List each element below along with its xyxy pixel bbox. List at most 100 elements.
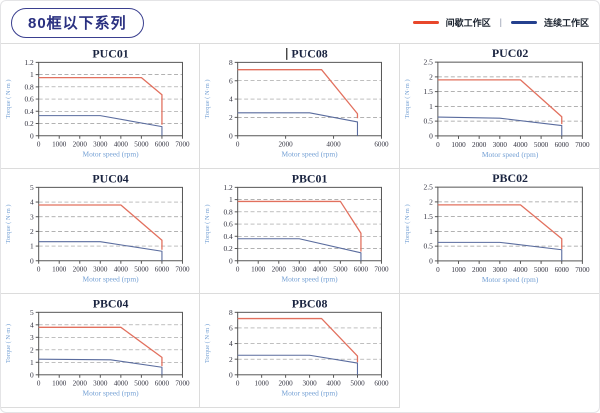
axis-box [38,311,183,376]
continuous-zone-curve [437,116,562,136]
x-tick-label: 4000 [313,266,328,274]
x-tick-label: 6000 [155,266,170,274]
x-tick-label: 4000 [327,141,342,149]
x-tick-label: 5000 [134,141,149,149]
y-tick-label: 0.5 [423,242,433,251]
x-tick-label: 4000 [327,380,342,388]
x-axis-label: Motor speed (rpm) [282,150,339,159]
intermittent-zone-curve [238,69,359,119]
intermittent-zone-curve [38,326,163,367]
continuous-zone-curve [238,112,359,136]
x-tick-label: 0 [236,266,240,274]
continuous-zone-curve [437,241,562,261]
x-tick-label: 0 [37,141,41,149]
x-tick-label: 0 [37,380,41,388]
y-tick-label: 3 [30,333,34,342]
chart-title: PUC01 [92,46,128,60]
intermittent-zone-curve [38,76,163,125]
x-axis-label: Motor speed (rpm) [83,389,140,398]
x-axis-label: Motor speed (rpm) [282,389,339,398]
x-tick-label: 1000 [451,266,466,274]
x-tick-label: 6000 [375,380,390,388]
x-tick-label: 3000 [492,141,507,149]
y-tick-label: 2 [229,355,233,364]
y-tick-label: 0.8 [24,82,34,91]
x-tick-label: 2000 [73,141,88,149]
charts-grid: PUC01 0 0.2 0.4 0.6 0.8 1 1.2 0 1000 2000 3000 4000 5… [1,43,599,408]
y-axis-label: Torque ( N·m ) [204,80,211,119]
intermittent-zone-curve [238,200,362,252]
chart-cell-puc02: PUC02 0 0.5 1 1.5 2 2.5 0 1000 2000 3000 4000 5000 60… [399,44,599,169]
y-tick-label: 1 [429,227,433,236]
chart-cell-pbc02: PBC02 0 0.5 1 1.5 2 2.5 0 1000 2000 3000 4000 5000 60… [399,169,599,294]
x-tick-label: 4000 [114,266,129,274]
x-axis-label: Motor speed (rpm) [83,275,140,284]
x-tick-label: 7000 [175,266,190,274]
legend-separator: | [499,17,502,27]
x-tick-label: 2000 [272,266,287,274]
x-tick-label: 3000 [93,141,108,149]
y-tick-label: 8 [229,308,233,317]
y-tick-label: 1 [429,102,433,111]
x-tick-label: 7000 [175,141,190,149]
y-axis-label: Torque ( N·m ) [5,80,12,119]
y-tick-label: 1 [30,358,34,367]
x-tick-label: 2000 [472,141,487,149]
x-axis-label: Motor speed (rpm) [282,275,339,284]
chart-pbc08: PBC08 0 2 4 6 8 0 1000 2000 3000 4000 5000 6000 Torqu… [204,296,390,398]
chart-cell-puc04: PUC04 0 1 2 3 4 5 0 1000 2000 3000 4000 5000 6000 7000… [1,169,201,294]
y-tick-label: 5 [30,308,34,317]
x-tick-label: 6000 [554,141,569,149]
x-tick-label: 4000 [114,141,129,149]
y-axis-label: Torque ( N·m ) [404,204,411,243]
chart-puc02: PUC02 0 0.5 1 1.5 2 2.5 0 1000 2000 3000 4000 5000 60… [404,46,590,159]
empty-cell [400,294,599,408]
y-tick-label: 2.5 [423,58,433,67]
y-tick-label: 0.6 [224,220,234,229]
x-tick-label: 2000 [279,141,294,149]
continuous-zone-curve [38,358,163,375]
y-tick-label: 8 [229,58,233,67]
x-tick-label: 3000 [303,380,318,388]
continuous-zone-curve [38,115,163,136]
legend: 间歇工作区 | 连续工作区 [412,16,589,29]
x-tick-label: 0 [436,141,440,149]
chart-title: PBC08 [292,296,328,310]
series-title-box: 80框以下系列 [11,8,144,38]
x-tick-label: 5000 [534,141,549,149]
y-tick-label: 0.4 [224,232,234,241]
y-tick-label: 0 [429,131,433,140]
y-tick-label: 0.6 [24,95,34,104]
chart-cell-pbc08: PBC08 0 2 4 6 8 0 1000 2000 3000 4000 5000 6000 Torqu… [200,294,400,408]
y-tick-label: 0 [229,256,233,265]
y-tick-label: 0 [229,131,233,140]
continuous-zone-curve [238,354,359,375]
y-axis-label: Torque ( N·m ) [5,324,12,363]
x-tick-label: 3000 [93,380,108,388]
legend-label-intermittent: 间歇工作区 [445,17,491,28]
y-axis-label: Torque ( N·m ) [404,79,411,118]
y-tick-label: 0 [429,256,433,265]
chart-title: PUC08 [292,46,328,60]
x-tick-label: 1000 [52,380,67,388]
chart-title: PUC04 [92,171,128,185]
y-axis-label: Torque ( N·m ) [5,205,12,244]
chart-puc01: PUC01 0 0.2 0.4 0.6 0.8 1 1.2 0 1000 2000 3000 4000 5… [5,46,190,158]
y-tick-label: 4 [30,198,34,207]
y-tick-label: 4 [229,95,233,104]
legend-label-continuous: 连续工作区 [543,17,589,28]
intermittent-zone-curve [38,204,163,250]
y-tick-label: 3 [30,212,34,221]
y-tick-label: 2 [229,113,233,122]
x-tick-label: 0 [236,141,240,149]
x-axis-label: Motor speed (rpm) [482,150,539,159]
y-tick-label: 0 [30,256,34,265]
x-tick-label: 5000 [534,266,549,274]
x-tick-label: 1000 [52,266,67,274]
x-tick-label: 2000 [73,380,88,388]
y-tick-label: 0.5 [423,117,433,126]
y-tick-label: 1.2 [224,183,234,192]
chart-cell-pbc04: PBC04 0 1 2 3 4 5 0 1000 2000 3000 4000 5000 6000 7000… [1,294,201,408]
x-tick-label: 5000 [334,266,349,274]
